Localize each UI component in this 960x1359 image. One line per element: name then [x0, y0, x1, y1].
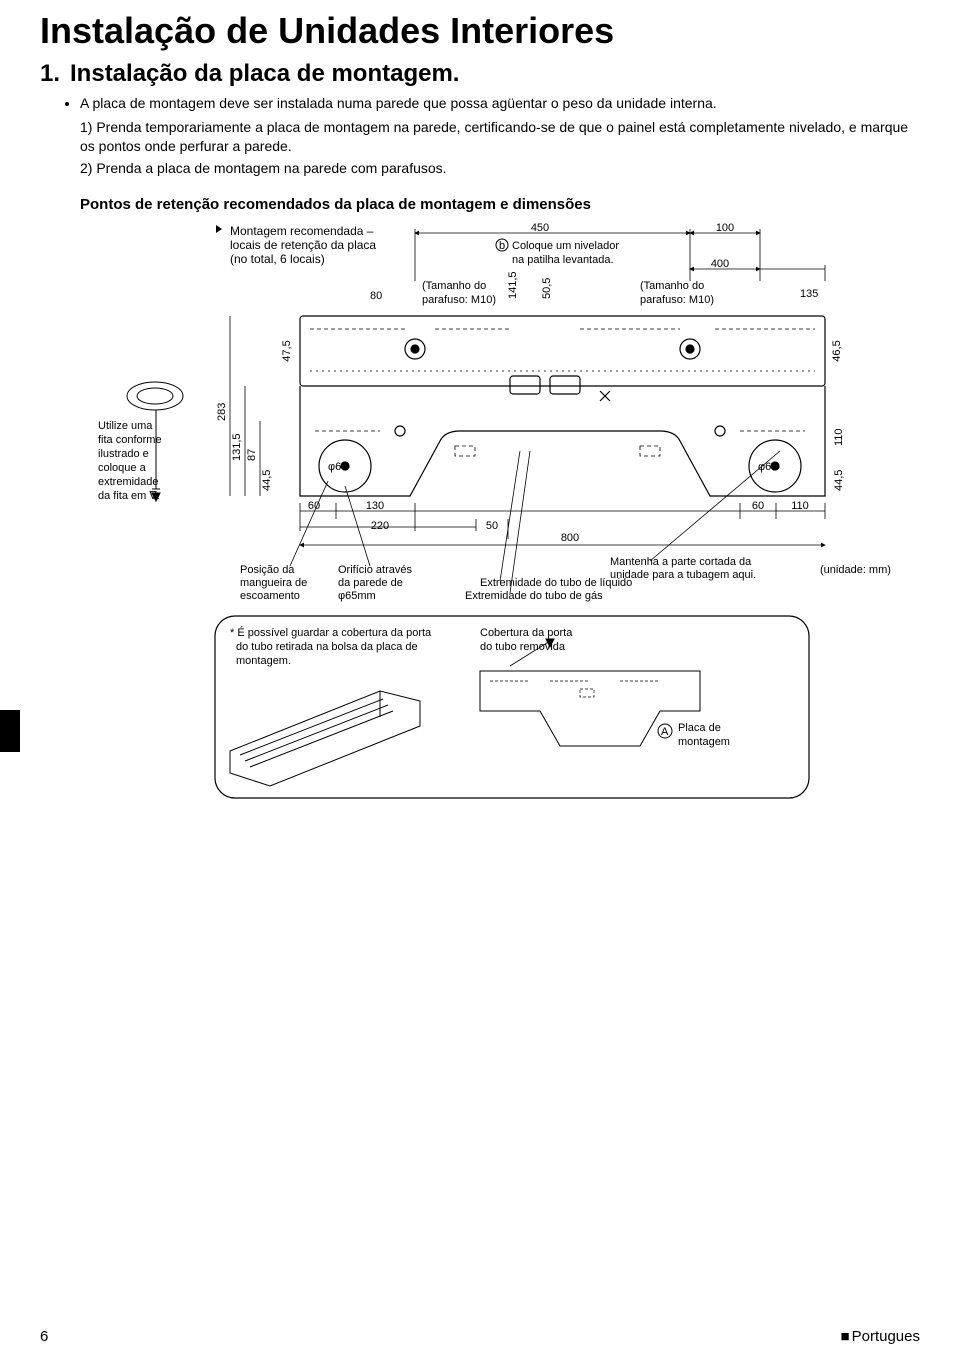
section-title: Instalação da placa de montagem.	[70, 60, 459, 88]
label-screw-2a: (Tamanho do	[640, 280, 704, 292]
dim-220: 220	[371, 520, 389, 532]
label-tape-4: coloque a	[98, 462, 147, 474]
page-number: 6	[40, 1328, 48, 1345]
label-tape-3: ilustrado e	[98, 448, 149, 460]
note-l1: * É possível guardar a cobertura da port…	[230, 626, 432, 639]
dim-135: 135	[800, 288, 818, 300]
side-tab	[0, 710, 20, 752]
dim-50-5: 50,5	[541, 278, 553, 299]
dim-87: 87	[246, 449, 258, 461]
marker-a: A	[661, 726, 669, 738]
label-mounting-rec-3: (no total, 6 locais)	[230, 252, 325, 266]
plate-l1: Placa de	[678, 722, 721, 734]
numbered-steps: 1) Prenda temporariamente a placa de mon…	[80, 118, 920, 179]
label-mounting-rec-2: locais de retenção da placa	[230, 238, 376, 252]
dim-110-b: 110	[791, 500, 809, 512]
label-drain-1: Posição da	[240, 564, 295, 576]
step-2: 2) Prenda a placa de montagem na parede …	[80, 159, 920, 179]
label-drain-2: mangueira de	[240, 577, 307, 589]
label-tape-5: extremidade	[98, 476, 159, 488]
dim-141-5: 141,5	[507, 272, 519, 300]
label-tape-6: da fita em ∇.	[98, 490, 160, 502]
dim-44-5-r: 44,5	[833, 470, 845, 491]
dim-100: 100	[716, 222, 734, 234]
label-screw-2b: parafuso: M10)	[640, 294, 714, 306]
dim-283: 283	[216, 403, 228, 421]
language-label: Portugues	[841, 1328, 920, 1345]
sub-heading: Pontos de retenção recomendados da placa…	[80, 196, 920, 213]
dim-47-5: 47,5	[281, 341, 293, 362]
dim-110-r: 110	[833, 429, 845, 447]
mounting-plate-diagram: Montagem recomendada – locais de retençã…	[80, 221, 900, 846]
label-hole-2: da parede de	[338, 577, 403, 589]
bullet-1: A placa de montagem deve ser instalada n…	[80, 94, 920, 114]
dim-50: 50	[486, 520, 498, 532]
cover-l1: Cobertura da porta	[480, 627, 573, 639]
dim-46-5: 46,5	[831, 341, 843, 362]
label-unit-mm: (unidade: mm)	[820, 564, 891, 576]
label-hole-3: φ65mm	[338, 590, 376, 602]
label-tape-2: fita conforme	[98, 434, 162, 446]
dim-400: 400	[711, 258, 729, 270]
label-tape-1: Utilize uma	[98, 420, 153, 432]
label-keep-cut-1: Mantenha a parte cortada da	[610, 556, 752, 568]
main-title: Instalação de Unidades Interiores	[40, 10, 920, 52]
label-level-2: na patilha levantada.	[512, 254, 614, 266]
label-gas-end: Extremidade do tubo de gás	[465, 590, 603, 602]
dim-60-r: 60	[752, 500, 764, 512]
dim-800: 800	[561, 532, 579, 544]
dim-450: 450	[531, 222, 549, 234]
label-mounting-rec-1: Montagem recomendada –	[230, 224, 374, 238]
label-drain-3: escoamento	[240, 590, 300, 602]
note-l2: do tubo retirada na bolsa da placa de	[236, 641, 418, 653]
dim-131-5: 131,5	[231, 434, 243, 462]
label-keep-cut-2: unidade para a tubagem aqui.	[610, 569, 756, 581]
step-1: 1) Prenda temporariamente a placa de mon…	[80, 118, 920, 157]
dim-44-5-l: 44,5	[261, 470, 273, 491]
intro-bullets: A placa de montagem deve ser instalada n…	[80, 94, 920, 114]
plate-l2: montagem	[678, 736, 730, 748]
section-number: 1.	[40, 60, 60, 88]
label-hole-1: Orifício através	[338, 564, 412, 576]
dim-80: 80	[370, 290, 382, 302]
label-screw-1a: (Tamanho do	[422, 280, 486, 292]
page-footer: 6 Portugues	[40, 1328, 920, 1345]
dim-phi65-l: φ65	[328, 461, 347, 473]
marker-b: b	[499, 240, 505, 252]
cover-l2: do tubo removida	[480, 641, 566, 653]
label-level-1: Coloque um nivelador	[512, 240, 619, 252]
note-l3: montagem.	[236, 655, 291, 667]
label-screw-1b: parafuso: M10)	[422, 294, 496, 306]
dim-130: 130	[366, 500, 384, 512]
